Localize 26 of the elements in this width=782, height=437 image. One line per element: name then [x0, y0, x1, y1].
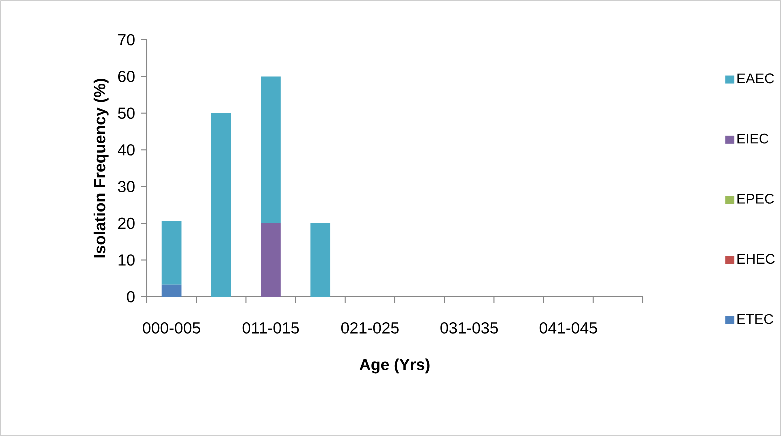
y-tick-label: 10	[118, 254, 135, 266]
y-tick-label: 20	[118, 218, 135, 230]
legend-label: EIEC	[738, 134, 769, 144]
y-axis-title: Isolation Frequency (%)	[94, 79, 109, 258]
legend-label: ETEC	[738, 314, 774, 324]
x-axis-title: Age (Yrs)	[360, 358, 430, 374]
x-tick-label: 011-015	[242, 322, 300, 334]
bar	[162, 284, 182, 297]
y-tick-label: 50	[118, 108, 135, 120]
bar	[310, 224, 331, 297]
x-tick-label: 031-035	[440, 322, 498, 334]
y-tick-label: 60	[118, 71, 135, 82]
bar	[261, 224, 281, 297]
x-tick-label: 000-005	[143, 322, 200, 334]
legend-label: EAEC	[738, 74, 774, 84]
y-tick-label: 70	[118, 34, 135, 46]
y-tick-label: 0	[127, 291, 135, 303]
y-tick-label: 40	[118, 144, 135, 156]
x-tick-label: 041-045	[540, 322, 598, 334]
legend-label: EHEC	[738, 254, 775, 264]
bar	[162, 221, 182, 285]
y-tick-label: 30	[118, 181, 135, 193]
bar	[261, 76, 281, 224]
x-tick-label: 021-025	[341, 322, 399, 334]
bar	[211, 113, 232, 297]
legend-label: EPEC	[738, 194, 774, 204]
